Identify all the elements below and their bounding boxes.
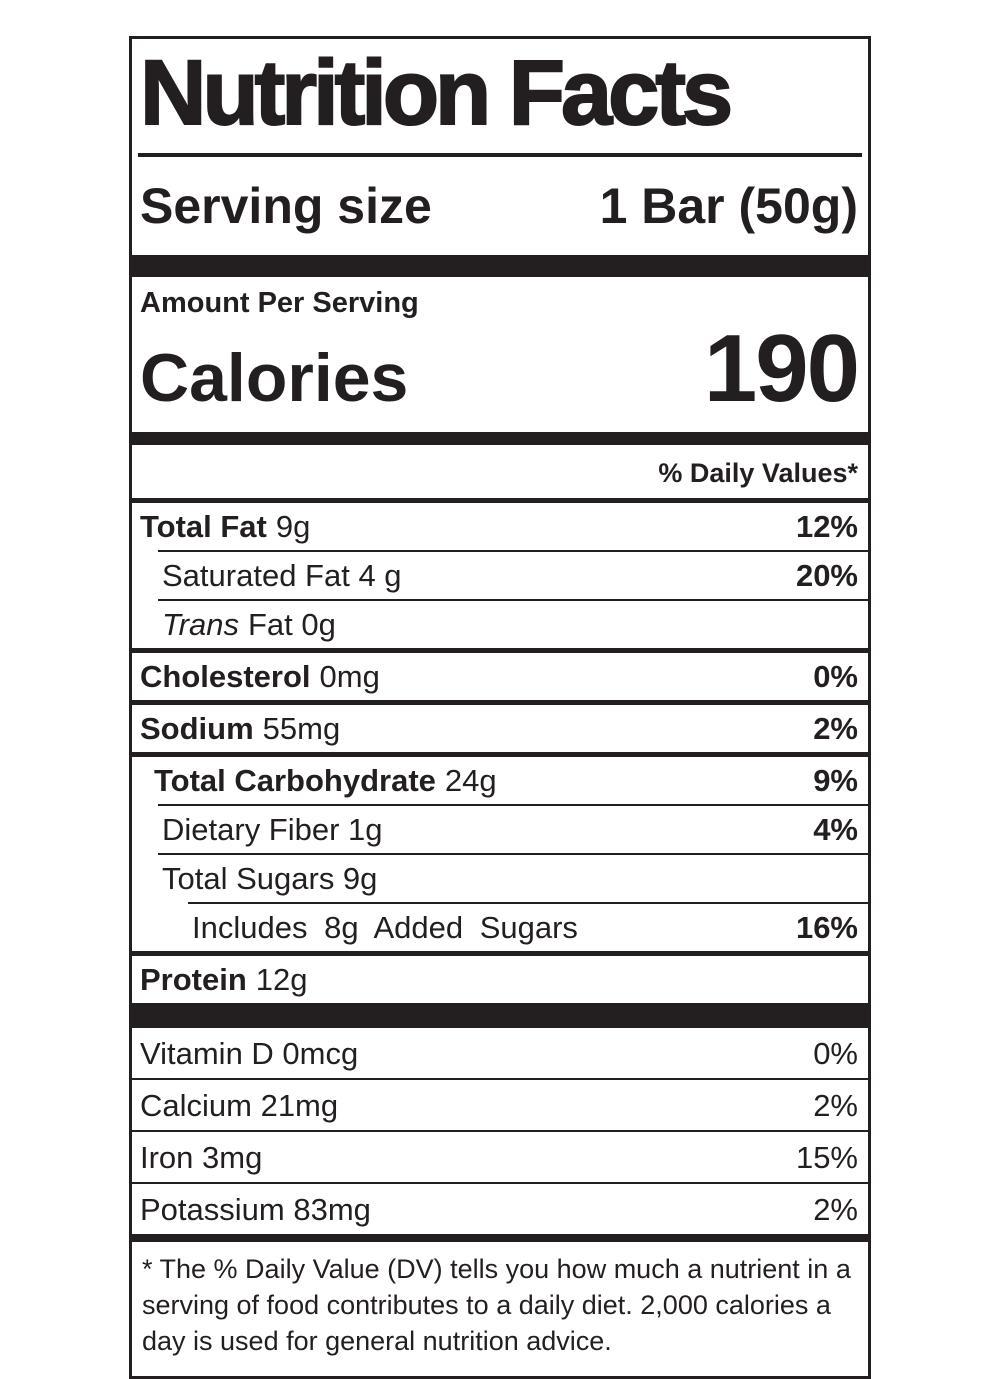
nutrient-row-dietary-fiber: Dietary Fiber 1g 4% — [158, 804, 868, 853]
micronutrient-row-vitamin-d: Vitamin D 0mcg 0% — [132, 1028, 868, 1078]
micronutrient-name: Iron 3mg — [140, 1140, 263, 1175]
nutrient-quantity: Includes 8g Added Sugars — [192, 910, 578, 945]
nutrient-quantity: 24g — [444, 763, 497, 798]
micronutrient-row-calcium: Calcium 21mg 2% — [132, 1078, 868, 1130]
micronutrient-row-potassium: Potassium 83mg 2% — [132, 1182, 868, 1234]
nutrient-name: Sodium 55mg — [140, 711, 340, 747]
nutrient-name-bold: Protein — [140, 962, 247, 997]
micronutrient-name: Potassium 83mg — [140, 1192, 371, 1227]
nutrient-name: Cholesterol 0mg — [140, 659, 380, 695]
nutrient-name: Total Carbohydrate 24g — [154, 763, 497, 799]
nutrient-quantity: 12g — [255, 962, 308, 997]
serving-size-label: Serving size — [140, 178, 432, 234]
separator-bar-thick — [132, 1003, 868, 1028]
nutrient-name-bold: Sodium — [140, 711, 254, 746]
micronutrient-dv-percent: 2% — [813, 1192, 858, 1227]
nutrient-row-protein: Protein 12g — [132, 951, 868, 1003]
nutrient-dv-percent: 4% — [813, 812, 858, 847]
micronutrient-dv-percent: 0% — [813, 1036, 858, 1071]
nutrient-quantity: Saturated Fat 4 g — [162, 558, 402, 593]
nutrient-row-total-carbohydrate: Total Carbohydrate 24g 9% — [132, 752, 868, 804]
nutrient-dv-percent: 9% — [813, 763, 858, 798]
nutrient-name-bold: Cholesterol — [140, 659, 311, 694]
nutrient-name-italic: Trans — [162, 607, 239, 642]
nutrient-name: Includes 8g Added Sugars — [192, 910, 578, 946]
nutrient-quantity: 55mg — [262, 711, 341, 746]
label-title: Nutrition Facts — [139, 42, 734, 144]
micronutrient-dv-percent: 15% — [795, 1140, 858, 1175]
amount-per-serving-label: Amount Per Serving — [140, 287, 419, 319]
nutrient-row-saturated-fat: Saturated Fat 4 g 20% — [158, 550, 868, 599]
calories-value: 190 — [703, 315, 860, 422]
serving-size-value: 1 Bar (50g) — [599, 178, 858, 234]
nutrient-row-sodium: Sodium 55mg 2% — [132, 700, 868, 752]
separator-bar-medium — [132, 432, 868, 445]
nutrient-name: Saturated Fat 4 g — [162, 558, 402, 594]
title-divider — [138, 153, 862, 157]
daily-values-header: % Daily Values* — [658, 458, 858, 488]
micronutrient-name: Vitamin D 0mcg — [140, 1036, 359, 1071]
nutrient-name-bold: Total Fat — [140, 509, 267, 544]
nutrition-facts-label: Nutrition Facts Serving size 1 Bar (50g)… — [129, 36, 871, 1379]
micronutrient-dv-percent: 2% — [813, 1088, 858, 1123]
nutrient-quantity: 0mg — [319, 659, 380, 694]
nutrient-name: Trans Fat 0g — [162, 607, 336, 643]
calories-row: Calories 190 — [132, 314, 868, 432]
micronutrient-row-iron: Iron 3mg 15% — [132, 1130, 868, 1182]
nutrient-quantity: Dietary Fiber 1g — [162, 812, 383, 847]
nutrient-row-total-fat: Total Fat 9g 12% — [132, 498, 868, 550]
nutrient-dv-percent: 0% — [813, 659, 858, 694]
nutrient-dv-percent: 12% — [795, 509, 858, 544]
nutrient-dv-percent: 20% — [795, 558, 858, 593]
calories-label: Calories — [140, 340, 409, 416]
micronutrient-name: Calcium 21mg — [140, 1088, 339, 1123]
nutrient-quantity: Total Sugars 9g — [162, 861, 378, 896]
nutrient-quantity: Fat 0g — [247, 607, 336, 642]
nutrient-name-bold: Total Carbohydrate — [154, 763, 436, 798]
nutrient-dv-percent: 16% — [795, 910, 858, 945]
nutrient-name: Total Sugars 9g — [162, 861, 377, 897]
nutrient-row-added-sugars: Includes 8g Added Sugars 16% — [188, 902, 868, 951]
nutrient-dv-percent: 2% — [813, 711, 858, 746]
nutrient-row-total-sugars: Total Sugars 9g — [158, 853, 868, 902]
nutrient-name: Protein 12g — [140, 962, 308, 998]
nutrient-row-trans-fat: Trans Fat 0g — [158, 599, 868, 648]
nutrient-quantity: 9g — [275, 509, 311, 544]
daily-value-footnote: * The % Daily Value (DV) tells you how m… — [132, 1234, 868, 1376]
serving-size-row: Serving size 1 Bar (50g) — [132, 157, 868, 255]
separator-bar-thick — [132, 255, 868, 277]
nutrient-name: Total Fat 9g — [140, 509, 310, 545]
nutrient-row-cholesterol: Cholesterol 0mg 0% — [132, 648, 868, 700]
nutrient-name: Dietary Fiber 1g — [162, 812, 383, 848]
